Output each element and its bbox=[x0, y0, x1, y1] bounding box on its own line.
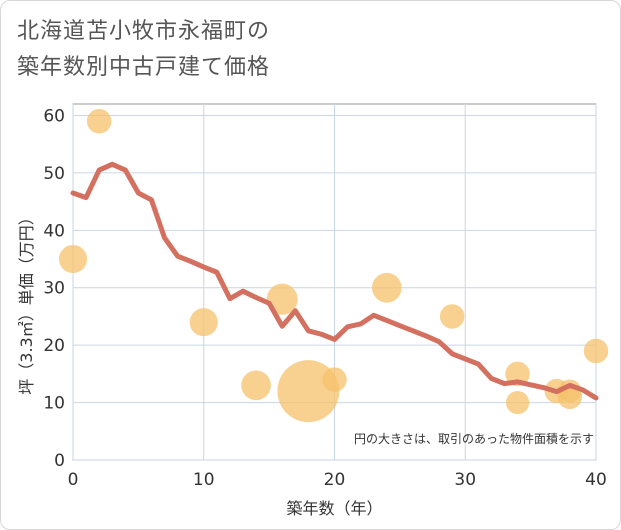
bubble-size-note: 円の大きさは、取引のあった物件面積を示す bbox=[354, 431, 594, 446]
x-tick-label: 10 bbox=[193, 470, 215, 490]
bubble-point bbox=[583, 338, 609, 364]
bubble-point bbox=[266, 283, 298, 315]
x-tick-labels: 0 10 20 30 40 bbox=[68, 470, 607, 490]
x-tick-label: 40 bbox=[585, 470, 607, 490]
y-axis-label: 坪（3.3㎡）単価（万円） bbox=[17, 209, 36, 394]
x-tick-label: 30 bbox=[454, 470, 476, 490]
y-tick-label: 20 bbox=[43, 336, 65, 356]
y-tick-label: 30 bbox=[43, 279, 65, 299]
y-tick-labels: 0 10 20 30 40 50 60 bbox=[43, 106, 65, 471]
bubble-point bbox=[505, 361, 530, 387]
x-tick-label: 0 bbox=[68, 470, 79, 490]
bubble-point bbox=[505, 390, 530, 415]
y-tick-label: 50 bbox=[43, 164, 65, 184]
y-tick-label: 0 bbox=[54, 451, 65, 471]
x-tick-label: 20 bbox=[324, 470, 346, 490]
bubble-point bbox=[58, 244, 88, 274]
y-tick-label: 60 bbox=[43, 106, 65, 126]
bubble-point bbox=[371, 272, 402, 303]
bubble-point bbox=[439, 304, 465, 329]
bubble-point bbox=[189, 308, 218, 337]
bubble-point bbox=[241, 370, 271, 401]
bubble-point bbox=[86, 108, 112, 134]
bubble-point bbox=[322, 367, 347, 392]
average-price-line bbox=[70, 161, 599, 401]
y-tick-label: 40 bbox=[43, 221, 65, 241]
chart-title: 北海道苫小牧市永福町の 築年数別中古戸建て価格 bbox=[17, 19, 271, 80]
y-tick-label: 10 bbox=[43, 394, 65, 414]
x-axis-label: 築年数（年） bbox=[286, 499, 382, 518]
bubble-layer bbox=[58, 108, 609, 423]
